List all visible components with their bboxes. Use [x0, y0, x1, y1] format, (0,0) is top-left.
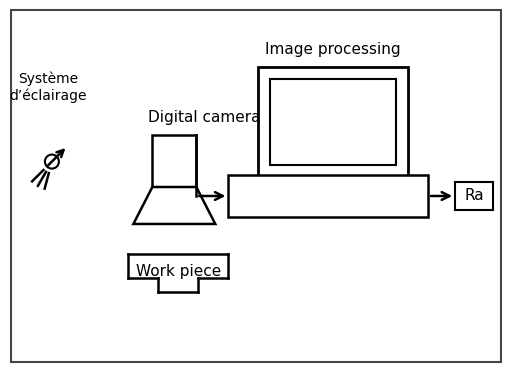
Text: Ra: Ra	[464, 189, 484, 203]
Text: Work piece: Work piece	[136, 264, 221, 279]
Text: Digital camera: Digital camera	[148, 110, 261, 125]
Bar	[270, 79, 396, 165]
Bar	[152, 135, 196, 187]
Bar	[455, 182, 493, 210]
Text: Système
d’éclairage: Système d’éclairage	[10, 71, 87, 103]
Circle shape	[45, 155, 59, 169]
Bar	[228, 175, 428, 217]
Text: Image processing: Image processing	[265, 42, 401, 57]
Polygon shape	[309, 177, 357, 202]
Polygon shape	[133, 187, 215, 224]
Bar	[258, 67, 408, 177]
